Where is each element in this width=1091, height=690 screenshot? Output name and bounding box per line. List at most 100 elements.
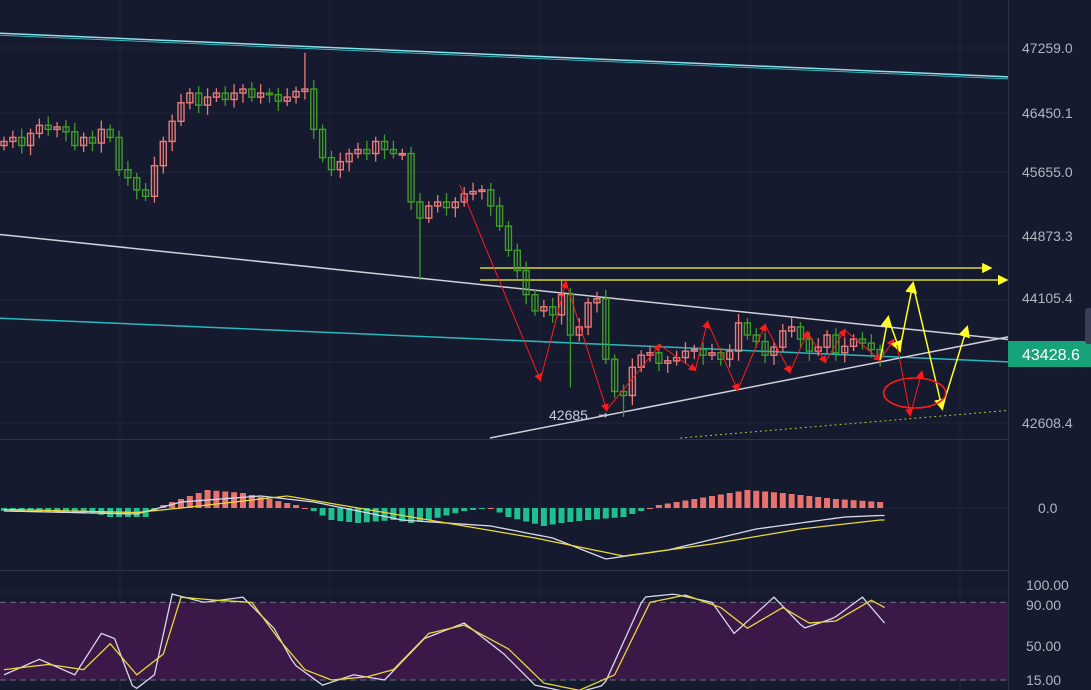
candle-body <box>531 293 539 312</box>
candle-body <box>194 92 203 106</box>
candle-body <box>655 352 663 364</box>
macd-histogram-bar <box>673 502 680 508</box>
candle <box>575 318 583 342</box>
candle-body <box>504 225 513 252</box>
yellow-projection-arrow <box>879 315 893 361</box>
candle-body <box>841 345 849 354</box>
candle-body <box>433 201 442 207</box>
candle-body <box>708 352 716 356</box>
candle <box>743 318 752 340</box>
macd-histogram-bar <box>629 508 636 514</box>
macd-histogram-bar <box>505 508 512 517</box>
candle <box>35 118 44 139</box>
candle-body <box>867 342 875 351</box>
red-arrow <box>659 344 697 372</box>
candle-body <box>141 189 150 198</box>
candle-body <box>53 126 61 131</box>
candle <box>416 193 424 281</box>
macd-histogram-bar <box>824 498 831 508</box>
candle <box>97 120 106 153</box>
macd-histogram-bar <box>142 508 149 517</box>
candle-body <box>469 190 477 195</box>
candle <box>469 182 477 201</box>
trendline-descending-white <box>0 233 1008 341</box>
stochastic-pane[interactable] <box>0 593 1008 690</box>
candle <box>726 344 734 368</box>
candle-body <box>372 140 380 155</box>
candle-body <box>823 334 831 348</box>
red-arrow <box>807 331 827 364</box>
macd-histogram-bar <box>301 508 308 509</box>
candle-body <box>451 201 460 209</box>
macd-histogram-bar <box>762 491 769 508</box>
macd-histogram-bar <box>416 508 423 522</box>
candle <box>194 86 203 114</box>
candle-body <box>265 92 274 96</box>
price-axis[interactable]: 47259.0 46450.1 45655.0 44873.3 44105.4 … <box>1008 40 1091 688</box>
price-pane[interactable] <box>0 32 1013 439</box>
candle <box>248 82 256 102</box>
red-arrow <box>565 281 609 412</box>
candle-body <box>593 298 601 304</box>
candle <box>133 172 141 200</box>
candle <box>203 88 212 115</box>
candle-body <box>513 249 521 272</box>
price-tick: 42608.4 <box>1022 415 1073 431</box>
candle-body <box>292 90 300 98</box>
candle-body <box>150 164 159 198</box>
candle-body <box>239 88 247 94</box>
candle-body <box>858 338 867 344</box>
candle-body <box>212 92 221 98</box>
candle <box>823 330 831 354</box>
candle <box>841 337 849 363</box>
macd-histogram-bar <box>549 508 556 525</box>
macd-tick: 0.0 <box>1038 500 1058 516</box>
candle <box>9 130 17 148</box>
candle <box>628 358 637 406</box>
candle-body <box>584 302 592 328</box>
candle-body <box>398 152 406 156</box>
macd-histogram-bar <box>337 508 344 521</box>
candle <box>301 52 309 100</box>
red-arrow <box>764 324 791 374</box>
macd-histogram-bar <box>178 499 184 508</box>
red-arrow <box>459 184 542 382</box>
candle-body <box>9 136 17 143</box>
macd-pane[interactable] <box>1 490 885 560</box>
candle <box>186 88 194 110</box>
candle-body <box>301 88 309 93</box>
candle <box>283 88 291 106</box>
macd-histogram-bar <box>593 508 600 520</box>
candle <box>522 261 530 305</box>
macd-histogram-bar <box>682 500 689 508</box>
candle-body <box>221 92 229 101</box>
macd-histogram-bar <box>204 490 211 508</box>
candle-body <box>345 152 353 163</box>
candle <box>168 114 176 152</box>
candle <box>690 344 698 360</box>
macd-histogram-bar <box>859 500 866 508</box>
candle <box>708 343 716 361</box>
macd-histogram-bar <box>470 508 477 510</box>
macd-histogram-bar <box>425 508 432 520</box>
candle <box>858 332 867 350</box>
macd-histogram-bar <box>408 508 415 523</box>
red-arrow <box>824 328 846 363</box>
macd-histogram-bar <box>231 492 238 508</box>
candle <box>62 120 70 142</box>
candle-body <box>106 128 114 139</box>
red-arrow <box>737 323 767 391</box>
candle-body <box>310 88 318 131</box>
price-tick: 45655.0 <box>1022 164 1073 180</box>
macd-histogram-bar <box>1 508 7 511</box>
candle-body <box>664 360 672 364</box>
candle <box>664 355 672 373</box>
stoch-band <box>0 602 1008 680</box>
candle <box>292 86 300 104</box>
scroll-handle[interactable] <box>1085 308 1091 344</box>
candle-body <box>407 152 415 203</box>
candle-body <box>203 96 212 106</box>
candle-body <box>71 131 79 147</box>
macd-histogram-bar <box>310 508 317 511</box>
